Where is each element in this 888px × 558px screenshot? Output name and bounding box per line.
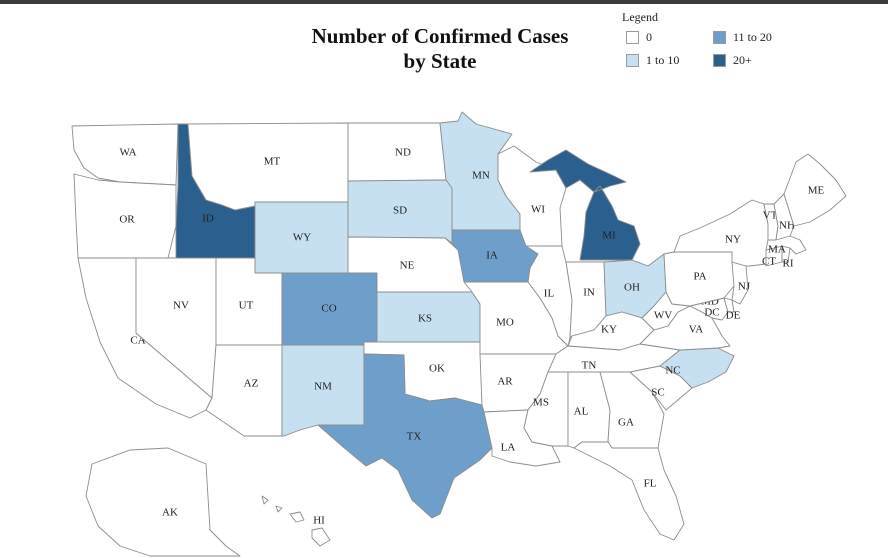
state-label-DC: DC: [704, 307, 719, 319]
legend-swatch-1: [626, 54, 639, 67]
top-rule: [0, 0, 888, 4]
legend-label-1: 1 to 10: [646, 53, 680, 67]
state-label-NM: NM: [314, 381, 332, 393]
legend: Legend 0 1 to 10 11 to 20 20+: [622, 10, 812, 74]
state-label-OK: OK: [429, 363, 445, 375]
state-MA[interactable]: [765, 235, 807, 255]
state-label-OH: OH: [624, 282, 640, 294]
state-label-AK: AK: [162, 507, 178, 519]
state-label-NE: NE: [400, 260, 415, 272]
legend-swatch-2: [713, 31, 726, 44]
state-label-RI: RI: [783, 258, 794, 270]
state-label-ID: ID: [202, 213, 214, 225]
state-label-CT: CT: [762, 256, 776, 268]
state-label-VT: VT: [763, 210, 778, 222]
state-label-FL: FL: [644, 478, 657, 490]
state-label-CO: CO: [321, 303, 336, 315]
state-HI[interactable]: [261, 495, 331, 547]
state-label-MT: MT: [264, 156, 281, 168]
state-label-KY: KY: [601, 324, 617, 336]
state-label-OR: OR: [119, 214, 135, 226]
state-AK[interactable]: [85, 447, 241, 557]
state-label-MS: MS: [533, 397, 549, 409]
state-label-WY: WY: [293, 232, 311, 244]
legend-swatch-0: [626, 31, 639, 44]
state-label-GA: GA: [618, 417, 634, 429]
state-label-NV: NV: [173, 300, 189, 312]
state-label-VA: VA: [689, 324, 704, 336]
state-label-NH: NH: [779, 220, 795, 232]
map-title-line-1: Number of Confirmed Cases: [311, 24, 569, 48]
legend-label-2: 11 to 20: [733, 30, 772, 44]
state-label-ME: ME: [808, 185, 825, 197]
state-label-NJ: NJ: [738, 281, 751, 293]
state-label-NY: NY: [725, 234, 741, 246]
state-label-LA: LA: [501, 442, 516, 454]
state-label-UT: UT: [239, 300, 254, 312]
legend-title: Legend: [622, 10, 658, 24]
state-label-WI: WI: [531, 204, 545, 216]
state-label-TX: TX: [407, 431, 422, 443]
legend-label-3: 20+: [733, 53, 752, 67]
state-TX[interactable]: [317, 353, 493, 519]
legend-swatch-3: [713, 54, 726, 67]
state-FL[interactable]: [573, 441, 685, 541]
state-label-SC: SC: [651, 387, 664, 399]
state-AZ[interactable]: [205, 344, 283, 437]
state-label-WV: WV: [654, 310, 672, 322]
state-label-WA: WA: [119, 147, 136, 159]
state-label-TN: TN: [582, 360, 597, 372]
state-ME[interactable]: [783, 153, 847, 227]
state-label-HI: HI: [313, 515, 325, 527]
state-label-KS: KS: [418, 313, 432, 325]
state-label-NC: NC: [665, 365, 680, 377]
map-title-line-2: by State: [403, 49, 477, 73]
state-label-IL: IL: [544, 288, 555, 300]
state-label-MN: MN: [472, 170, 490, 182]
state-label-DE: DE: [726, 310, 741, 322]
state-label-PA: PA: [693, 271, 706, 283]
map-title: Number of Confirmed Cases by State: [300, 24, 580, 74]
legend-label-0: 0: [646, 30, 652, 44]
state-label-IA: IA: [486, 250, 498, 262]
state-label-SD: SD: [393, 205, 407, 217]
state-DE[interactable]: [723, 297, 735, 313]
state-label-IN: IN: [583, 287, 595, 299]
state-label-AL: AL: [574, 406, 589, 418]
state-MI[interactable]: [529, 149, 641, 261]
state-label-AR: AR: [497, 376, 513, 388]
state-label-MO: MO: [496, 317, 514, 329]
state-label-MI: MI: [602, 230, 616, 242]
state-label-MA: MA: [768, 244, 786, 256]
state-label-ND: ND: [395, 147, 411, 159]
state-label-AZ: AZ: [244, 378, 259, 390]
